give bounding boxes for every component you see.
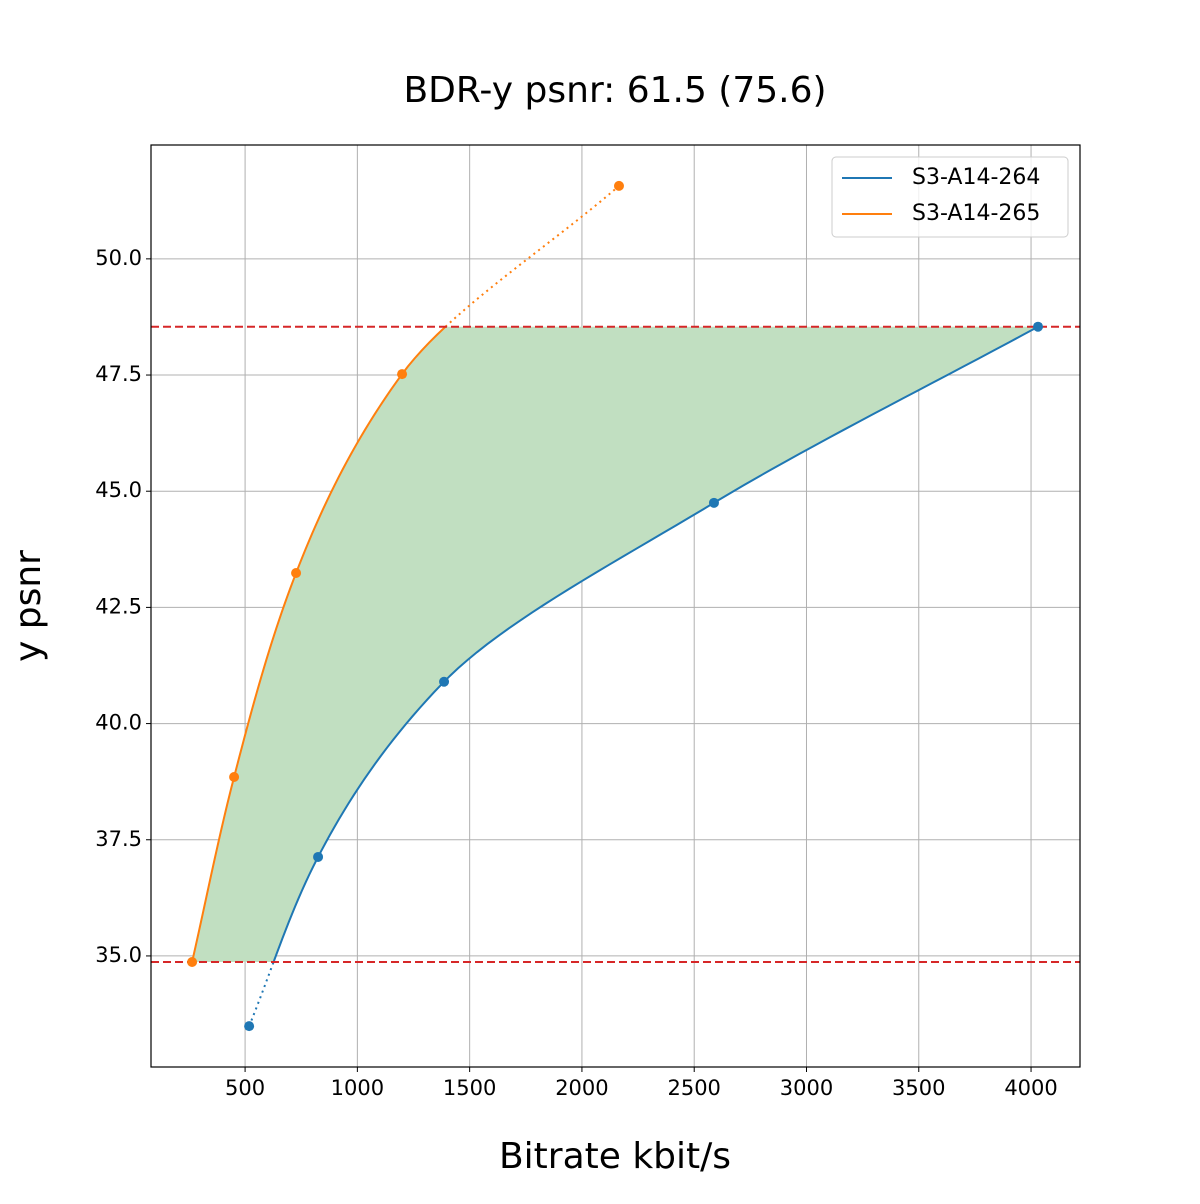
x-tick-label: 1500 xyxy=(443,1076,496,1100)
y-axis-label: y psnr xyxy=(8,550,49,662)
y-tick-label: 35.0 xyxy=(95,943,142,967)
x-tick-label: 1000 xyxy=(331,1076,384,1100)
curve-extension xyxy=(248,961,275,1027)
marker xyxy=(291,568,302,579)
y-tick-label: 42.5 xyxy=(95,594,142,618)
legend-label: S3-A14-264 xyxy=(912,165,1040,190)
curve-extension xyxy=(444,185,620,328)
marker xyxy=(439,676,450,687)
x-tick-label: 3000 xyxy=(780,1076,833,1100)
x-tick-label: 3500 xyxy=(892,1076,945,1100)
marker xyxy=(613,180,624,191)
x-axis-label: Bitrate kbit/s xyxy=(499,1136,731,1177)
x-tick-label: 4000 xyxy=(1004,1076,1057,1100)
y-tick-label: 45.0 xyxy=(95,478,142,502)
marker xyxy=(313,851,324,862)
legend-label: S3-A14-265 xyxy=(912,201,1040,226)
marker xyxy=(244,1021,255,1032)
marker xyxy=(708,497,719,508)
y-tick-label: 50.0 xyxy=(95,246,142,270)
x-tick-label: 2000 xyxy=(555,1076,608,1100)
y-tick-label: 37.5 xyxy=(95,827,142,851)
marker xyxy=(229,772,240,783)
y-tick-label: 40.0 xyxy=(95,711,142,735)
marker xyxy=(1033,321,1044,332)
plot-frame xyxy=(150,144,1081,1068)
y-tick-label: 47.5 xyxy=(95,362,142,386)
chart-title: BDR-y psnr: 61.5 (75.6) xyxy=(403,70,826,111)
marker xyxy=(397,369,408,380)
area-fill xyxy=(192,326,1039,962)
x-tick-label: 500 xyxy=(225,1076,265,1100)
curve xyxy=(191,325,447,963)
marker xyxy=(187,956,198,967)
x-tick-label: 2500 xyxy=(667,1076,720,1100)
